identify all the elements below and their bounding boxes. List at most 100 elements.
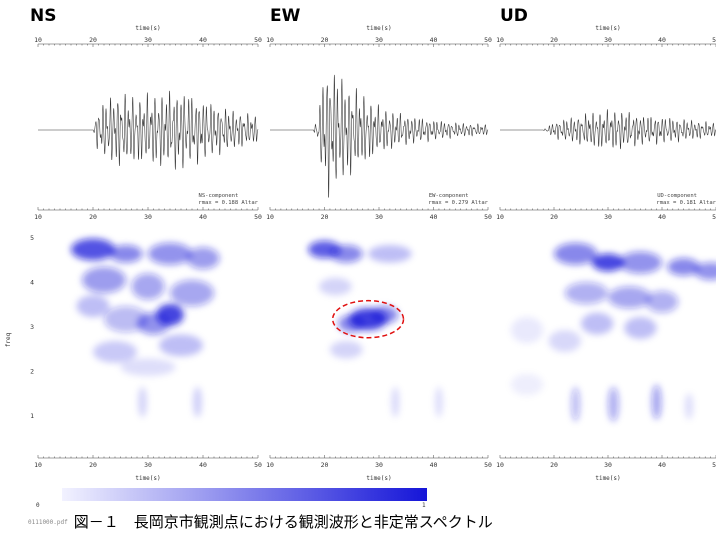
ud-bottom-tick-label: 30 xyxy=(604,461,612,469)
ud-spectrum-blob xyxy=(571,386,580,422)
ew-mid-tick-label: 50 xyxy=(484,213,492,221)
ud-mid-tick-label: 10 xyxy=(496,213,504,221)
ns-spectrum-blob xyxy=(193,386,202,418)
ud-spectrum-blob xyxy=(694,262,716,280)
ns-bottom-tick-label: 10 xyxy=(34,461,42,469)
ns-top-tick-label: 30 xyxy=(144,36,152,44)
ns-spectrum-blob xyxy=(120,358,176,376)
ns-spectrum-blob xyxy=(104,306,148,333)
ud-bottom-axis-title: time(s) xyxy=(595,475,620,482)
ud-spectrum-blob xyxy=(608,286,652,309)
ud-component-label: UD-component xyxy=(657,193,697,199)
ew-bottom-tick-label: 50 xyxy=(484,461,492,469)
ud-rmax-label: rmax = 0.181 Altar xyxy=(656,200,716,206)
ew-spectrum-blob xyxy=(370,306,399,324)
ud-spectrum-blob xyxy=(618,251,663,274)
ns-top-tick-label: 10 xyxy=(34,36,42,44)
ud-spectrum-blob xyxy=(581,312,614,335)
ud-waveform xyxy=(500,109,716,150)
ns-top-tick-label: 40 xyxy=(199,36,207,44)
spectrum-y-tick-label: 2 xyxy=(30,368,34,376)
ew-bottom-tick-label: 20 xyxy=(321,461,329,469)
ud-top-axis-title: time(s) xyxy=(595,25,620,32)
ns-spectrum-blob xyxy=(76,295,110,318)
ew-rmax-label: rmax = 0.279 Altar xyxy=(428,200,488,206)
ns-spectrum-blob xyxy=(82,266,126,294)
ns-bottom-axis-title: time(s) xyxy=(135,475,160,482)
ns-mid-tick-label: 50 xyxy=(254,213,262,221)
ud-bottom-tick-label: 40 xyxy=(658,461,666,469)
ns-top-tick-label: 20 xyxy=(89,36,97,44)
ud-top-tick-label: 40 xyxy=(658,36,666,44)
ew-spectrogram xyxy=(308,240,443,418)
ew-bottom-axis-title: time(s) xyxy=(366,475,391,482)
ud-spectrum-blob xyxy=(554,242,598,265)
ew-spectrum-blob xyxy=(329,341,363,359)
ud-top-tick-label: 10 xyxy=(496,36,504,44)
ud-top-tick-label: 50 xyxy=(712,36,716,44)
ud-spectrogram xyxy=(510,242,716,422)
ew-top-tick-label: 30 xyxy=(375,36,383,44)
colorbar xyxy=(62,488,427,501)
ud-spectrum-blob xyxy=(564,282,609,304)
ns-spectrum-blob xyxy=(186,247,220,270)
caption-text: 図－１ 長岡京市観測点における観測波形と非定常スペクトル xyxy=(73,513,493,531)
ew-top-tick-label: 50 xyxy=(484,36,492,44)
ew-bottom-tick-label: 10 xyxy=(266,461,274,469)
ns-component-label: NS-component xyxy=(199,193,239,199)
ew-waveform xyxy=(270,74,489,198)
ns-spectrum-blob xyxy=(131,273,165,300)
ew-top-axis-title: time(s) xyxy=(366,25,391,32)
colorbar-max-label: 1 xyxy=(422,502,426,509)
ud-mid-tick-label: 30 xyxy=(604,213,612,221)
ns-mid-tick-label: 10 xyxy=(34,213,42,221)
ud-spectrum-blob xyxy=(645,290,679,313)
ns-bottom-tick-label: 50 xyxy=(254,461,262,469)
ns-top-tick-label: 50 xyxy=(254,36,262,44)
ew-mid-tick-label: 10 xyxy=(266,213,274,221)
panel-label-ew: EW xyxy=(270,6,301,26)
ew-mid-tick-label: 30 xyxy=(375,213,383,221)
ew-spectrum-blob xyxy=(391,386,400,418)
ns-spectrum-blob xyxy=(148,242,192,265)
ud-spectrum-blob xyxy=(684,393,694,420)
figure-caption: 0111000.pdf 図－１ 長岡京市観測点における観測波形と非定常スペクトル xyxy=(28,511,708,533)
ns-mid-tick-label: 40 xyxy=(199,213,207,221)
caption-mark: 0111000.pdf xyxy=(28,519,68,526)
ew-spectrum-blob xyxy=(435,386,443,418)
ns-spectrum-blob xyxy=(71,238,115,261)
ud-spectrum-blob xyxy=(591,253,625,272)
ns-spectrogram xyxy=(71,238,220,418)
spectrum-y-tick-label: 1 xyxy=(30,412,34,420)
ew-spectrum-blob xyxy=(319,277,352,296)
spectrum-y-tick-label: 3 xyxy=(30,323,34,331)
ns-spectrum-blob xyxy=(93,341,137,363)
ew-highlight-ellipse xyxy=(331,299,405,339)
ud-top-tick-label: 20 xyxy=(550,36,558,44)
ud-spectrum-blob xyxy=(510,317,544,344)
ud-spectrum-blob xyxy=(548,330,581,352)
spectrum-y-tick-label: 5 xyxy=(30,234,34,242)
ud-spectrum-blob xyxy=(651,384,662,420)
ns-spectrum-blob xyxy=(138,386,147,418)
ns-spectrum-blob xyxy=(170,279,214,307)
ew-spectrum-blob xyxy=(329,245,363,263)
ew-mid-tick-label: 20 xyxy=(321,213,329,221)
ud-bottom-tick-label: 20 xyxy=(550,461,558,469)
ud-spectrum-blob xyxy=(608,386,619,422)
ns-rmax-label: rmax = 0.188 Altar xyxy=(198,200,258,206)
ew-spectrum-blob xyxy=(338,314,366,333)
ew-component-label: EW-component xyxy=(429,193,469,199)
ud-mid-tick-label: 50 xyxy=(712,213,716,221)
ew-top-tick-label: 40 xyxy=(430,36,438,44)
ns-bottom-tick-label: 20 xyxy=(89,461,97,469)
ud-bottom-tick-label: 50 xyxy=(712,461,716,469)
colorbar-min-label: 0 xyxy=(36,502,40,509)
ew-mid-tick-label: 40 xyxy=(430,213,438,221)
ns-waveform xyxy=(38,90,259,170)
ns-bottom-tick-label: 30 xyxy=(144,461,152,469)
ud-mid-tick-label: 20 xyxy=(550,213,558,221)
ud-spectrum-blob xyxy=(510,373,544,396)
ew-top-tick-label: 20 xyxy=(321,36,329,44)
